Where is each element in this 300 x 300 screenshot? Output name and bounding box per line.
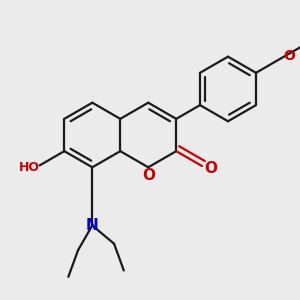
Text: HO: HO — [19, 161, 40, 174]
Text: O: O — [142, 168, 155, 183]
Text: O: O — [205, 161, 218, 176]
Text: N: N — [86, 218, 99, 233]
Text: O: O — [283, 49, 295, 63]
